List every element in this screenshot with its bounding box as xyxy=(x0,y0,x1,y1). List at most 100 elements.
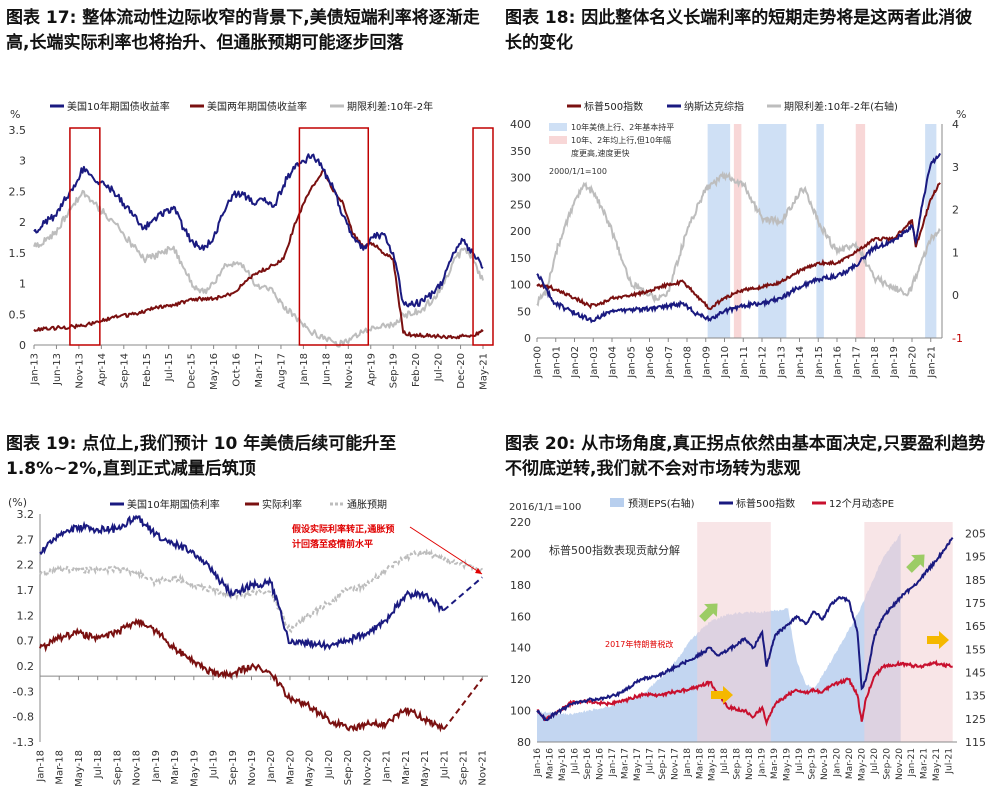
chart-19-ytick: 1.2 xyxy=(17,609,35,622)
chart-17-ytick: 1.5 xyxy=(9,247,27,260)
chart-17-series-3 xyxy=(33,189,484,348)
chart-17: % 美国10年期国债收益率 美国两年期国债收益率 期限利差:10年-2年 0 0.5 1 1.… xyxy=(9,100,494,390)
chart-20-y2tick: 125 xyxy=(965,713,986,726)
chart-17-legend-2: 美国两年期国债收益率 xyxy=(207,100,307,113)
chart-19-xtick: Mar-21 xyxy=(401,750,412,785)
chart-18-xtick: Jan-00 xyxy=(533,346,544,379)
chart-18-box-legend-blue-swatch xyxy=(549,123,567,131)
panel-17-title-text: 整体流动性边际收窄的背景下,美债短端利率将逐渐走高,长端实际利率也将抬升、但通胀… xyxy=(6,8,480,53)
chart-18-series-2 xyxy=(536,152,941,324)
chart-18-series-3 xyxy=(536,170,941,307)
chart-17-xtick: Nov-18 xyxy=(344,353,355,389)
chart-20-xtick: May-21 xyxy=(932,748,942,781)
chart-17-series-1 xyxy=(33,153,484,308)
chart-18-red-band xyxy=(733,124,742,338)
chart-20-xtick: Mar-19 xyxy=(770,748,780,779)
chart-18-blue-band xyxy=(758,124,787,338)
chart-20: 2016/1/1=100 预测EPS(右轴) 标普500指数 12个月动态PE 80 10… xyxy=(509,497,986,781)
chart-18-blue-band xyxy=(707,124,731,338)
chart-19-unit-label: (%) xyxy=(8,496,27,509)
chart-19-annotation-arrow xyxy=(409,526,483,575)
chart-19-annotation-2: 计回落至疫情前水平 xyxy=(292,538,373,550)
chart-20-y2tick: 155 xyxy=(965,643,986,656)
chart-17-xtick: Dec-15 xyxy=(187,353,198,389)
chart-18-xtick: Jan-02 xyxy=(570,346,581,379)
chart-19-xtick: Jul-18 xyxy=(93,750,104,779)
chart-19-xtick: Jan-21 xyxy=(382,750,393,783)
chart-17-ytick: 0 xyxy=(19,339,26,352)
chart-19-xtick: May-21 xyxy=(420,750,431,787)
chart-20-xtick: Jul-21 xyxy=(945,748,955,775)
chart-20-xtick: Sep-16 xyxy=(583,748,593,780)
chart-20-xtick: Jul-19 xyxy=(795,748,805,775)
chart-19-xtick: Nov-18 xyxy=(132,750,143,786)
chart-20-ytick: 180 xyxy=(510,579,531,592)
chart-19-xtick: Mar-18 xyxy=(55,750,66,785)
chart-20-xtick: Jan-21 xyxy=(907,748,917,778)
chart-18-xtick: Jan-08 xyxy=(683,346,694,379)
chart-20-series-2 xyxy=(536,537,954,722)
chart-18-xtick: Jan-19 xyxy=(889,346,900,379)
chart-20-y2tick: 195 xyxy=(965,551,986,564)
chart-18-legend-2: 纳斯达克综指 xyxy=(684,100,744,113)
panel-19-title: 图表 19: 点位上,我们预计 10 年美债后续可能升至 1.8%~2%,直到正… xyxy=(6,432,486,482)
chart-20-xtick: Mar-17 xyxy=(620,748,630,779)
chart-18-xtick: Jan-20 xyxy=(908,346,919,379)
chart-20-legend-2: 标普500指数 xyxy=(736,497,795,510)
chart-19-ytick: 2.2 xyxy=(17,559,35,572)
chart-20-xtick: Nov-20 xyxy=(895,748,905,780)
chart-19-ytick: -0.8 xyxy=(13,711,34,724)
chart-19-xtick: Mar-19 xyxy=(170,750,181,785)
chart-18-ytick: 300 xyxy=(510,172,531,185)
chart-18-note: 2000/1/1=100 xyxy=(549,167,607,176)
chart-19-ytick: 3.2 xyxy=(17,508,35,521)
chart-18-xtick: Jan-14 xyxy=(795,346,806,379)
chart-20-xtick: May-18 xyxy=(708,748,718,781)
chart-20-y2tick: 205 xyxy=(965,528,986,541)
chart-20-xtick: Jan-16 xyxy=(533,748,543,778)
panel-20-title-text: 从市场角度,真正拐点依然由基本面决定,只要盈利趋势不彻底逆转,我们就不会对市场转… xyxy=(505,434,986,479)
chart-18-series-1 xyxy=(536,182,941,311)
chart-17-xtick: Dec-20 xyxy=(456,353,467,389)
chart-20-y2tick: 165 xyxy=(965,620,986,633)
chart-17-highlight-box xyxy=(69,127,101,346)
chart-17-legend-1: 美国10年期国债收益率 xyxy=(67,100,170,113)
chart-20-arrow-orange-1 xyxy=(711,686,733,704)
chart-17-ytick: 3.5 xyxy=(9,124,27,137)
chart-19-xtick: Mar-20 xyxy=(285,750,296,785)
chart-17-xtick: May-16 xyxy=(209,353,220,390)
chart-18-box-legend-red-swatch xyxy=(549,136,567,144)
chart-17-unit-label: % xyxy=(10,108,20,121)
chart-18-blue-band xyxy=(925,124,937,338)
chart-17-xtick: Sep-14 xyxy=(119,353,130,388)
chart-19-xtick: Sep-21 xyxy=(459,750,470,785)
chart-18-xtick: Jan-11 xyxy=(739,346,750,379)
chart-19: (%) 美国10年期国债利率 实际利率 通胀预期 -1.3 -0.8 -0.3 0.2 0.7 1… xyxy=(8,496,489,787)
chart-20-legend-1: 预测EPS(右轴) xyxy=(628,497,695,510)
chart-17-series-2 xyxy=(33,168,484,340)
chart-18-ytick: 400 xyxy=(510,118,531,131)
chart-20-annotation: 2017年特朗普税改 xyxy=(605,639,673,649)
chart-18-ytick: 350 xyxy=(510,145,531,158)
chart-18-xtick: Jan-13 xyxy=(776,346,787,379)
chart-18-xtick: Jan-18 xyxy=(870,346,881,379)
chart-20-xtick: Sep-18 xyxy=(733,748,743,780)
chart-19-xtick: May-19 xyxy=(189,750,200,787)
chart-20-xtick: Jul-20 xyxy=(870,748,880,775)
chart-20-xtick: Sep-17 xyxy=(658,748,668,780)
chart-17-xtick: Feb-15 xyxy=(142,353,153,387)
chart-19-xtick: Jan-19 xyxy=(151,750,162,783)
chart-19-legend-1: 美国10年期国债利率 xyxy=(127,498,220,511)
chart-20-xtick: May-20 xyxy=(857,748,867,781)
chart-19-forecast-1 xyxy=(443,576,483,612)
chart-19-xtick: May-20 xyxy=(305,750,316,787)
chart-17-xtick: Jun-18 xyxy=(321,353,332,386)
panel-20-title: 图表 20: 从市场角度,真正拐点依然由基本面决定,只要盈利趋势不彻底逆转,我们… xyxy=(505,432,989,482)
chart-17-xtick: Jun-13 xyxy=(52,353,63,386)
chart-17-ytick: 2.5 xyxy=(9,185,27,198)
chart-17-xtick: Feb-20 xyxy=(411,353,422,387)
chart-20-xtick: Jan-17 xyxy=(608,748,618,778)
chart-20-xtick: Nov-18 xyxy=(745,748,755,780)
chart-18-xtick: Jan-06 xyxy=(645,346,656,379)
chart-20-ytick: 200 xyxy=(510,547,531,560)
